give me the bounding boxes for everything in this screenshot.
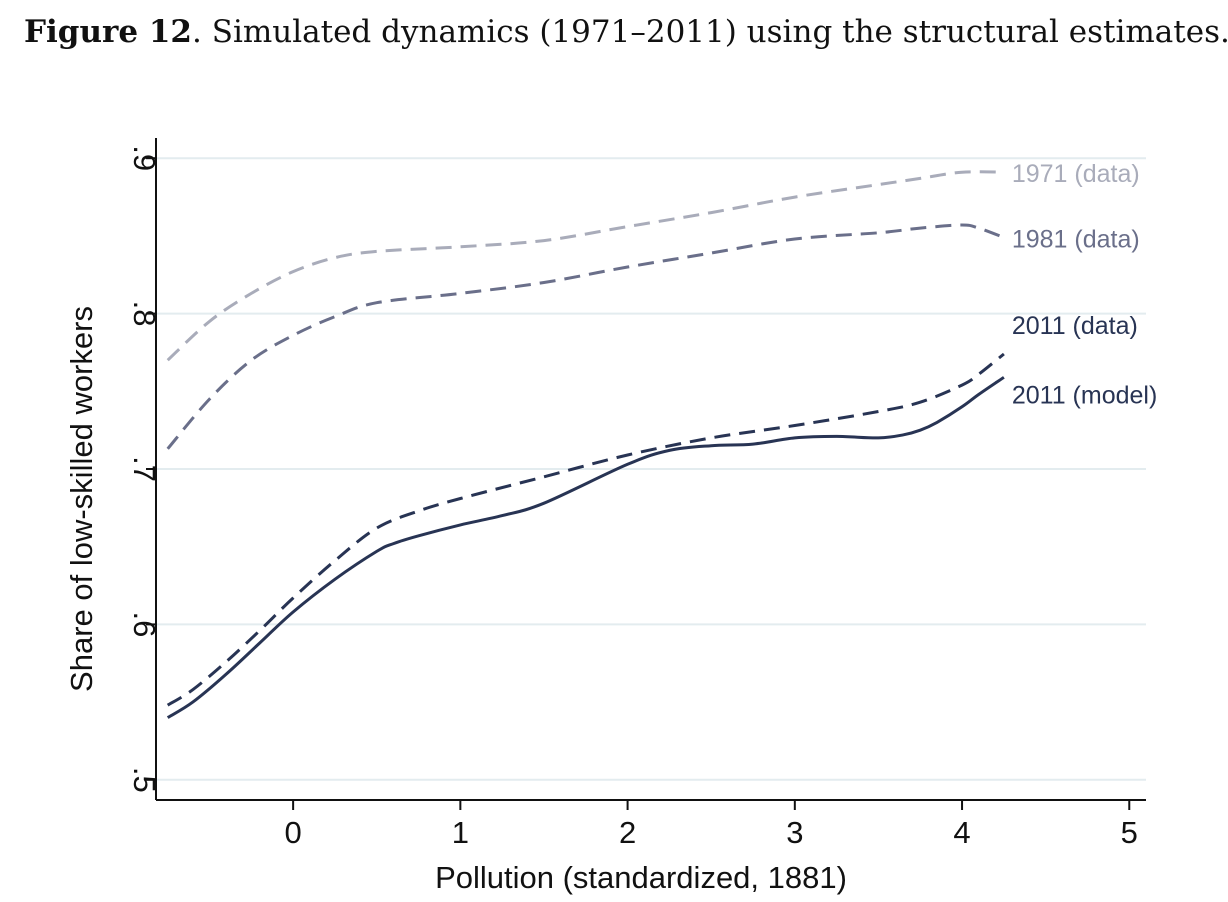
y-tick-label: .6 bbox=[127, 611, 162, 637]
y-axis-label: Share of low-skilled workers bbox=[64, 306, 99, 692]
y-tick-label: .8 bbox=[127, 301, 162, 327]
series-line bbox=[166, 170, 1004, 362]
y-tick-label: .5 bbox=[127, 767, 162, 793]
figure-caption: Figure 12. Simulated dynamics (1971–2011… bbox=[24, 14, 1228, 50]
x-tick-label: 3 bbox=[786, 815, 803, 850]
x-tick-label: 2 bbox=[619, 815, 636, 850]
series-label: 1971 (data) bbox=[1012, 160, 1140, 188]
ticks: .5 .6 .7 .8 .9 0 1 2 3 4 5 bbox=[127, 145, 1138, 850]
x-tick-label: 4 bbox=[953, 815, 970, 850]
series-line bbox=[166, 352, 1005, 707]
series-line bbox=[166, 223, 1005, 450]
grid-lines bbox=[156, 157, 1146, 781]
series-labels: 1971 (data) 1981 (data) 2011 (data) 2011 (m… bbox=[1012, 160, 1157, 409]
figure-caption-text: . Simulated dynamics (1971–2011) using t… bbox=[192, 14, 1228, 50]
series-label: 2011 (data) bbox=[1012, 312, 1138, 340]
series-line bbox=[166, 376, 1005, 719]
y-tick-label: .9 bbox=[127, 145, 162, 171]
x-tick-label: 0 bbox=[285, 815, 302, 850]
x-tick-label: 1 bbox=[452, 815, 469, 850]
x-tick-label: 5 bbox=[1121, 815, 1138, 850]
series-lines bbox=[166, 170, 1005, 719]
y-tick-label: .7 bbox=[127, 456, 162, 482]
figure-caption-lead: Figure 12 bbox=[24, 14, 192, 50]
series-label: 2011 (model) bbox=[1012, 381, 1157, 409]
x-axis-label: Pollution (standardized, 1881) bbox=[435, 860, 847, 895]
series-label: 1981 (data) bbox=[1012, 225, 1140, 253]
